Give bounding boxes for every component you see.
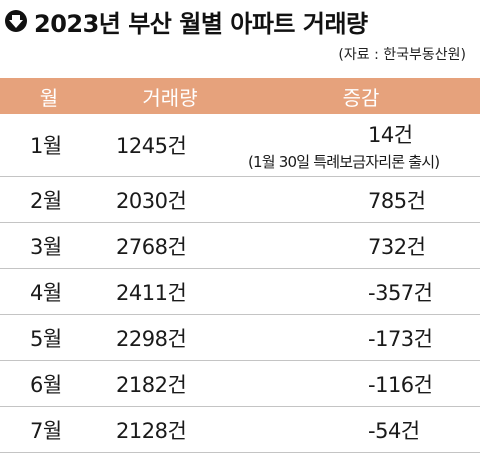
month-cell: 1월 (0, 114, 98, 177)
change-value: 785건 (368, 188, 426, 213)
header-count: 거래량 (98, 78, 242, 114)
change-value: 14건 (368, 122, 413, 147)
table-row: 4월 2411건 -357건 (0, 268, 480, 315)
month-cell: 4월 (0, 268, 98, 315)
page-title: 2023년 부산 월별 아파트 거래량 (34, 9, 368, 38)
change-cell: -357건 (242, 268, 480, 315)
change-value: -54건 (368, 418, 420, 443)
count-cell: 2030건 (98, 176, 242, 223)
month-cell: 3월 (0, 222, 98, 269)
change-value: -116건 (368, 372, 433, 397)
circle-down-arrow-icon (5, 10, 27, 32)
change-cell: 785건 (242, 176, 480, 223)
change-cell: -116건 (242, 360, 480, 407)
count-cell: 2298건 (98, 314, 242, 361)
month-cell: 7월 (0, 406, 98, 453)
header-month: 월 (0, 78, 98, 114)
source-note: (자료 : 한국부동산원) (338, 47, 466, 63)
change-cell: 14건 (1월 30일 특례보금자리론 출시) (242, 114, 480, 177)
count-cell: 2768건 (98, 222, 242, 269)
count-cell: 2411건 (98, 268, 242, 315)
change-cell: 732건 (242, 222, 480, 269)
table-header-row: 월 거래량 증감 (0, 78, 480, 114)
change-note: (1월 30일 특례보금자리론 출시) (248, 152, 440, 171)
count-cell: 2128건 (98, 406, 242, 453)
count-cell: 1245건 (98, 114, 242, 177)
count-cell: 2182건 (98, 360, 242, 407)
table-row: 2월 2030건 785건 (0, 176, 480, 223)
table-row: 1월 1245건 14건 (1월 30일 특례보금자리론 출시) (0, 114, 480, 177)
change-value: -357건 (368, 280, 433, 305)
header-change: 증감 (242, 78, 480, 114)
transaction-table: 월 거래량 증감 1월 1245건 14건 (1월 30일 특례보금자리론 출시… (0, 78, 480, 453)
month-cell: 2월 (0, 176, 98, 223)
table-row: 5월 2298건 -173건 (0, 314, 480, 361)
table-row: 6월 2182건 -116건 (0, 360, 480, 407)
title-row: 2023년 부산 월별 아파트 거래량 (4, 4, 368, 38)
table-row: 7월 2128건 -54건 (0, 406, 480, 453)
change-value: 732건 (368, 234, 426, 259)
change-value: -173건 (368, 326, 433, 351)
month-cell: 5월 (0, 314, 98, 361)
month-cell: 6월 (0, 360, 98, 407)
change-cell: -173건 (242, 314, 480, 361)
change-cell: -54건 (242, 406, 480, 453)
table-row: 3월 2768건 732건 (0, 222, 480, 269)
